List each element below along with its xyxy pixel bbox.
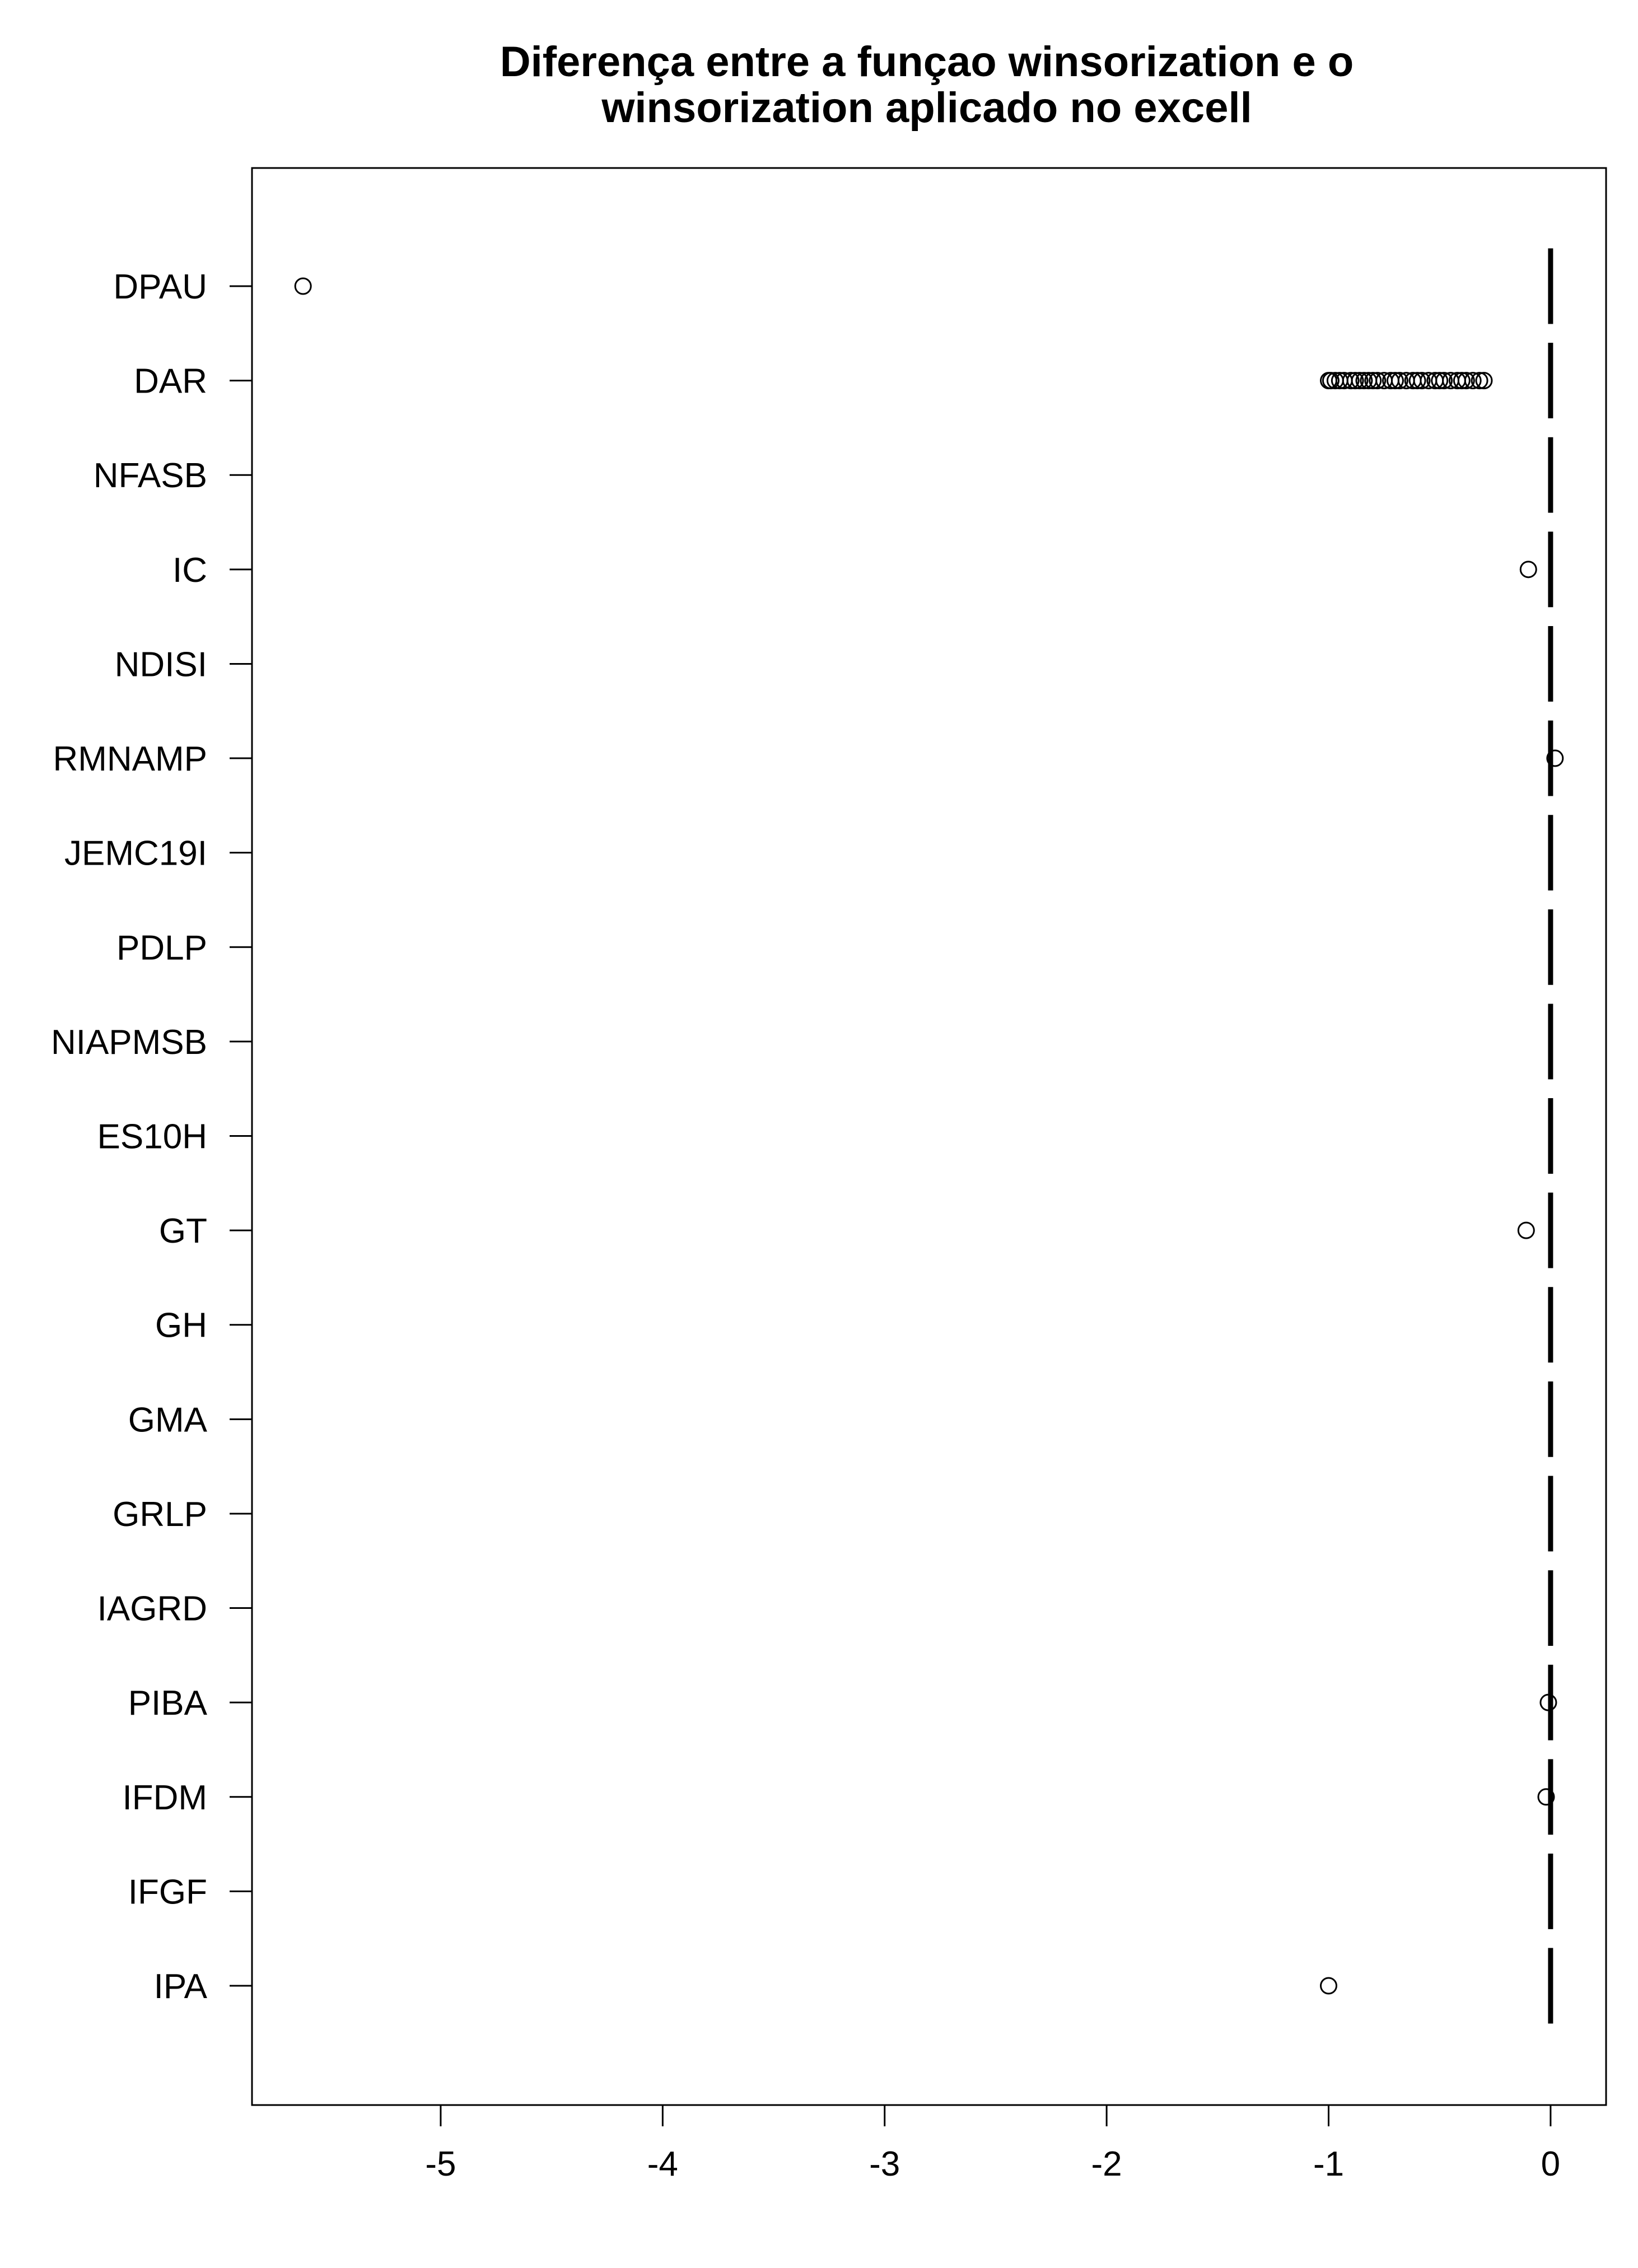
outlier-point-dar [1364,372,1382,390]
outlier-point-dpau [294,277,312,295]
outlier-point-dar [1322,372,1340,390]
y-tick-label: IPA [154,1967,208,2006]
outlier-point-dar [1453,372,1471,390]
outlier-series [294,277,1564,1995]
outlier-point-dar [1431,372,1449,390]
outlier-point-dar [1390,372,1408,390]
outlier-point-dar [1369,372,1387,390]
outlier-point-dar [1457,372,1475,390]
x-tick-label: 0 [1541,2145,1560,2183]
y-tick-label: RMNAMP [53,740,207,778]
y-tick-label: IFDM [122,1779,207,1817]
outlier-point-ic [1519,561,1537,578]
y-tick-label: IC [172,551,207,590]
y-tick-label: JEMC19I [64,834,207,873]
outlier-point-dar [1435,372,1453,390]
outlier-point-dar [1342,372,1360,390]
outlier-point-dar [1351,372,1369,390]
y-tick-label: IFGF [128,1873,207,1911]
y-tick-label: NFASB [94,456,207,495]
y-tick-label: DAR [134,362,207,401]
outlier-point-dar [1386,372,1404,390]
y-tick-label: PIBA [128,1684,208,1723]
y-tick-label: GH [155,1306,207,1345]
x-tick-label: -3 [869,2145,900,2183]
outlier-point-dar [1471,372,1488,390]
outlier-point-dar [1413,372,1431,390]
outlier-point-dar [1464,372,1482,390]
y-tick-label: GMA [128,1401,208,1439]
outlier-point-ipa [1320,1977,1338,1995]
outlier-point-dar [1355,372,1373,390]
y-tick-label: GRLP [113,1495,207,1534]
x-axis: -5 -4 -3 -2 -1 0 [425,2105,1560,2183]
x-tick-label: -2 [1091,2145,1122,2183]
x-tick-label: -4 [647,2145,678,2183]
outlier-point-rmnamp [1546,749,1564,767]
chart-title-line-2: winsorization aplicado no excell [601,84,1252,132]
y-axis: DPAU DAR NFASB IC NDISI RMNAMP JEMC19I PDLP NIAP… [51,268,252,2006]
y-tick-label: NIAPMSB [51,1023,207,1062]
y-tick-label: DPAU [113,268,207,306]
outlier-point-ifdm [1537,1788,1555,1806]
chart-title-line-1: Diferença entre a funçao winsorization e… [500,38,1354,86]
y-tick-label: NDISI [115,645,207,684]
plot-frame [251,167,1607,2106]
outlier-point-dar [1475,372,1493,390]
outlier-point-dar [1408,372,1426,390]
outlier-point-gt [1517,1221,1535,1239]
outlier-point-piba [1539,1693,1557,1711]
chart-title: Diferença entre a funçao winsorization e… [500,38,1354,132]
y-tick-label: GT [159,1212,207,1250]
x-tick-label: -1 [1313,2145,1344,2183]
y-tick-label: IAGRD [97,1590,207,1628]
y-tick-label: ES10H [97,1118,207,1156]
x-tick-label: -5 [425,2145,456,2183]
y-tick-label: PDLP [116,928,207,967]
outlier-point-dar [1346,372,1364,390]
